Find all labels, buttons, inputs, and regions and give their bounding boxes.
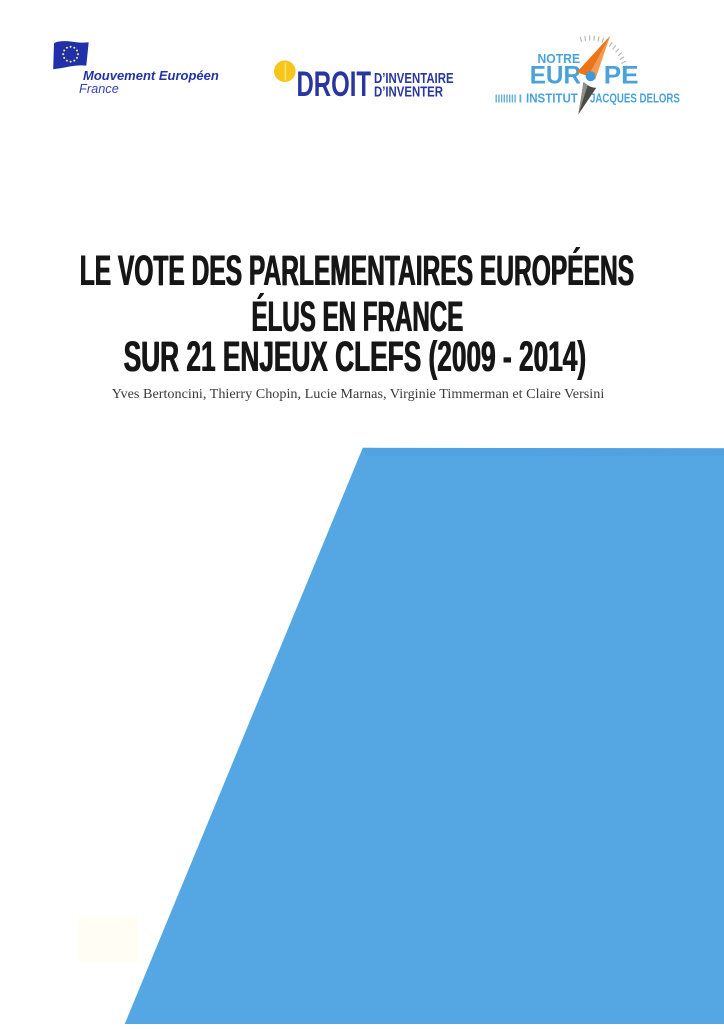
- svg-text:PE: PE: [604, 62, 639, 90]
- svg-text:D’INVENTER: D’INVENTER: [374, 83, 443, 100]
- svg-text:INSTITUT: INSTITUT: [526, 91, 578, 106]
- svg-text:Yves Bertoncini, Thierry Chopi: Yves Bertoncini, Thierry Chopin, Lucie M…: [112, 387, 605, 402]
- svg-text:EUR: EUR: [530, 62, 581, 90]
- svg-text:DROIT: DROIT: [297, 66, 372, 105]
- svg-text:JACQUES DELORS: JACQUES DELORS: [590, 92, 680, 106]
- svg-text:SUR 21 ENJEUX CLEFS (2009 - 20: SUR 21 ENJEUX CLEFS (2009 - 2014): [124, 334, 586, 381]
- svg-text:LE VOTE DES PARLEMENTAIRES EUR: LE VOTE DES PARLEMENTAIRES EUROPÉENS: [80, 246, 634, 295]
- svg-text:France: France: [79, 81, 119, 96]
